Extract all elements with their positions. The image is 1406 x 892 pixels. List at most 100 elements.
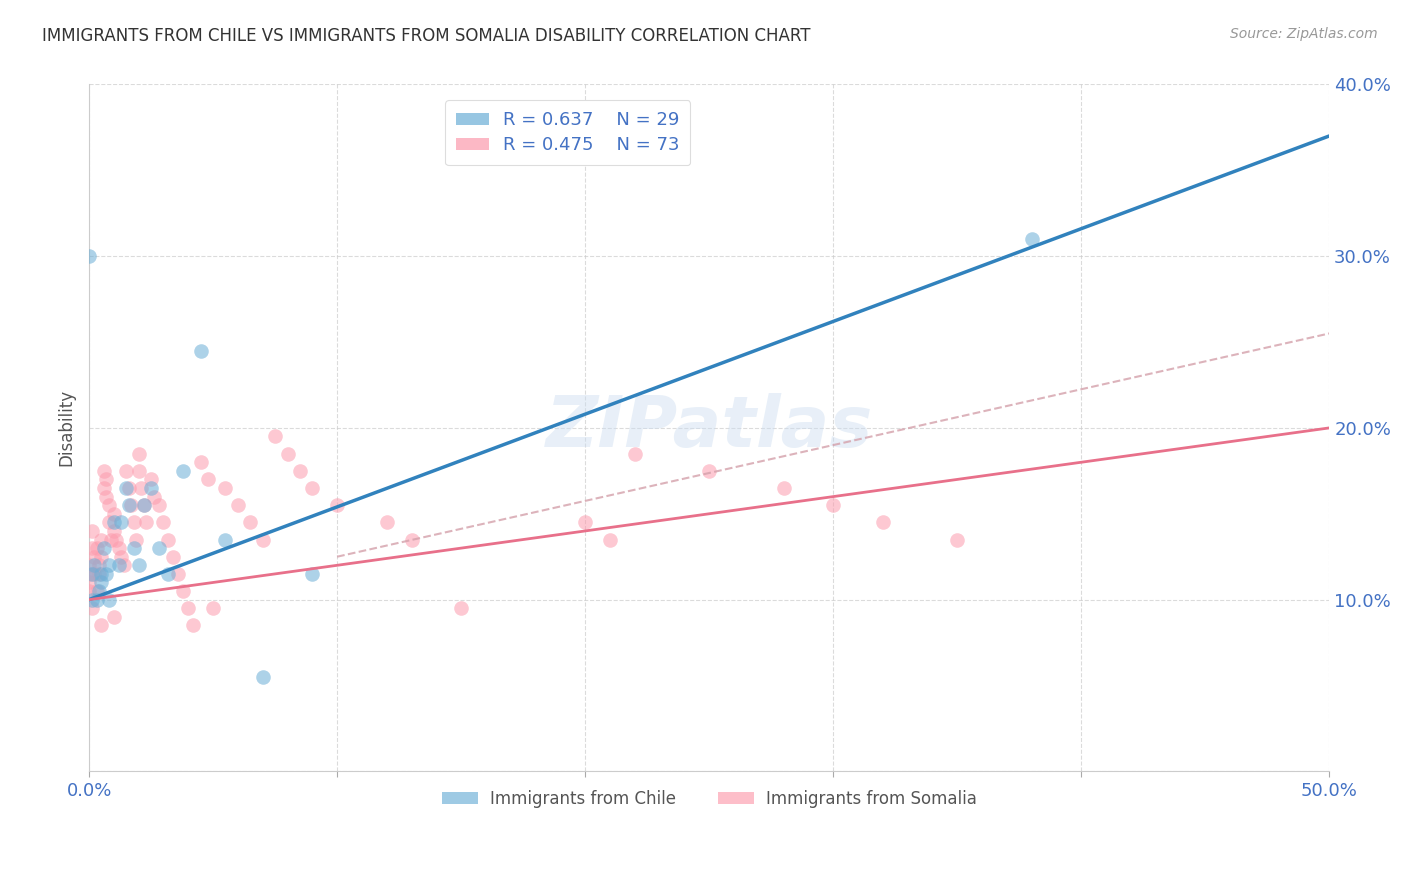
Point [93, 541, 115, 555]
Point [190, 343, 212, 358]
Point [100, 533, 122, 547]
Point [197, 472, 219, 486]
Point [96, 472, 118, 486]
Point [83, 549, 105, 564]
Point [86, 592, 108, 607]
Point [120, 498, 142, 512]
Text: Source: ZipAtlas.com: Source: ZipAtlas.com [1230, 27, 1378, 41]
Point [288, 464, 311, 478]
Point [80, 601, 103, 615]
Point [190, 455, 212, 469]
Point [87, 584, 110, 599]
Point [139, 472, 162, 486]
Point [172, 584, 194, 599]
Point [181, 618, 204, 632]
Point [90, 549, 112, 564]
Point [77, 249, 100, 263]
Point [80, 524, 103, 538]
Point [90, 618, 112, 632]
Point [226, 498, 249, 512]
Point [110, 516, 132, 530]
Legend: Immigrants from Chile, Immigrants from Somalia: Immigrants from Chile, Immigrants from S… [434, 783, 983, 814]
Point [77, 566, 100, 581]
Point [115, 481, 138, 495]
Point [132, 498, 155, 512]
Point [80, 592, 103, 607]
Point [112, 558, 135, 573]
Y-axis label: Disability: Disability [58, 389, 75, 467]
Point [125, 533, 148, 547]
Point [214, 481, 236, 495]
Point [128, 464, 150, 478]
Point [623, 447, 645, 461]
Point [77, 558, 100, 573]
Point [93, 464, 115, 478]
Point [77, 575, 100, 590]
Point [1021, 232, 1043, 246]
Point [148, 498, 170, 512]
Point [90, 575, 112, 590]
Point [214, 533, 236, 547]
Point [599, 533, 621, 547]
Point [823, 498, 845, 512]
Point [97, 498, 120, 512]
Point [697, 464, 720, 478]
Point [167, 566, 190, 581]
Point [83, 566, 105, 581]
Point [87, 558, 110, 573]
Point [80, 566, 103, 581]
Point [110, 549, 132, 564]
Point [450, 601, 472, 615]
Point [375, 516, 398, 530]
Point [118, 481, 141, 495]
Point [239, 516, 262, 530]
Point [574, 516, 596, 530]
Point [157, 533, 180, 547]
Point [301, 566, 323, 581]
Point [946, 533, 969, 547]
Point [108, 541, 131, 555]
Point [90, 566, 112, 581]
Point [103, 610, 125, 624]
Point [135, 516, 157, 530]
Point [96, 490, 118, 504]
Point [129, 481, 152, 495]
Point [118, 498, 141, 512]
Point [96, 566, 118, 581]
Point [128, 447, 150, 461]
Point [97, 558, 120, 573]
Point [86, 541, 108, 555]
Point [177, 601, 200, 615]
Point [132, 498, 155, 512]
Text: IMMIGRANTS FROM CHILE VS IMMIGRANTS FROM SOMALIA DISABILITY CORRELATION CHART: IMMIGRANTS FROM CHILE VS IMMIGRANTS FROM… [42, 27, 811, 45]
Point [264, 429, 287, 443]
Point [97, 516, 120, 530]
Point [108, 558, 131, 573]
Point [252, 533, 274, 547]
Point [872, 516, 894, 530]
Point [103, 524, 125, 538]
Point [252, 670, 274, 684]
Point [122, 516, 145, 530]
Point [401, 533, 423, 547]
Point [103, 507, 125, 521]
Text: ZIPatlas: ZIPatlas [546, 393, 873, 462]
Point [80, 541, 103, 555]
Point [105, 533, 128, 547]
Point [148, 541, 170, 555]
Point [276, 447, 298, 461]
Point [103, 516, 125, 530]
Point [301, 481, 323, 495]
Point [77, 584, 100, 599]
Point [86, 584, 108, 599]
Point [152, 516, 174, 530]
Point [93, 481, 115, 495]
Point [172, 464, 194, 478]
Point [202, 601, 225, 615]
Point [87, 566, 110, 581]
Point [139, 481, 162, 495]
Point [142, 490, 165, 504]
Point [97, 592, 120, 607]
Point [122, 541, 145, 555]
Point [115, 464, 138, 478]
